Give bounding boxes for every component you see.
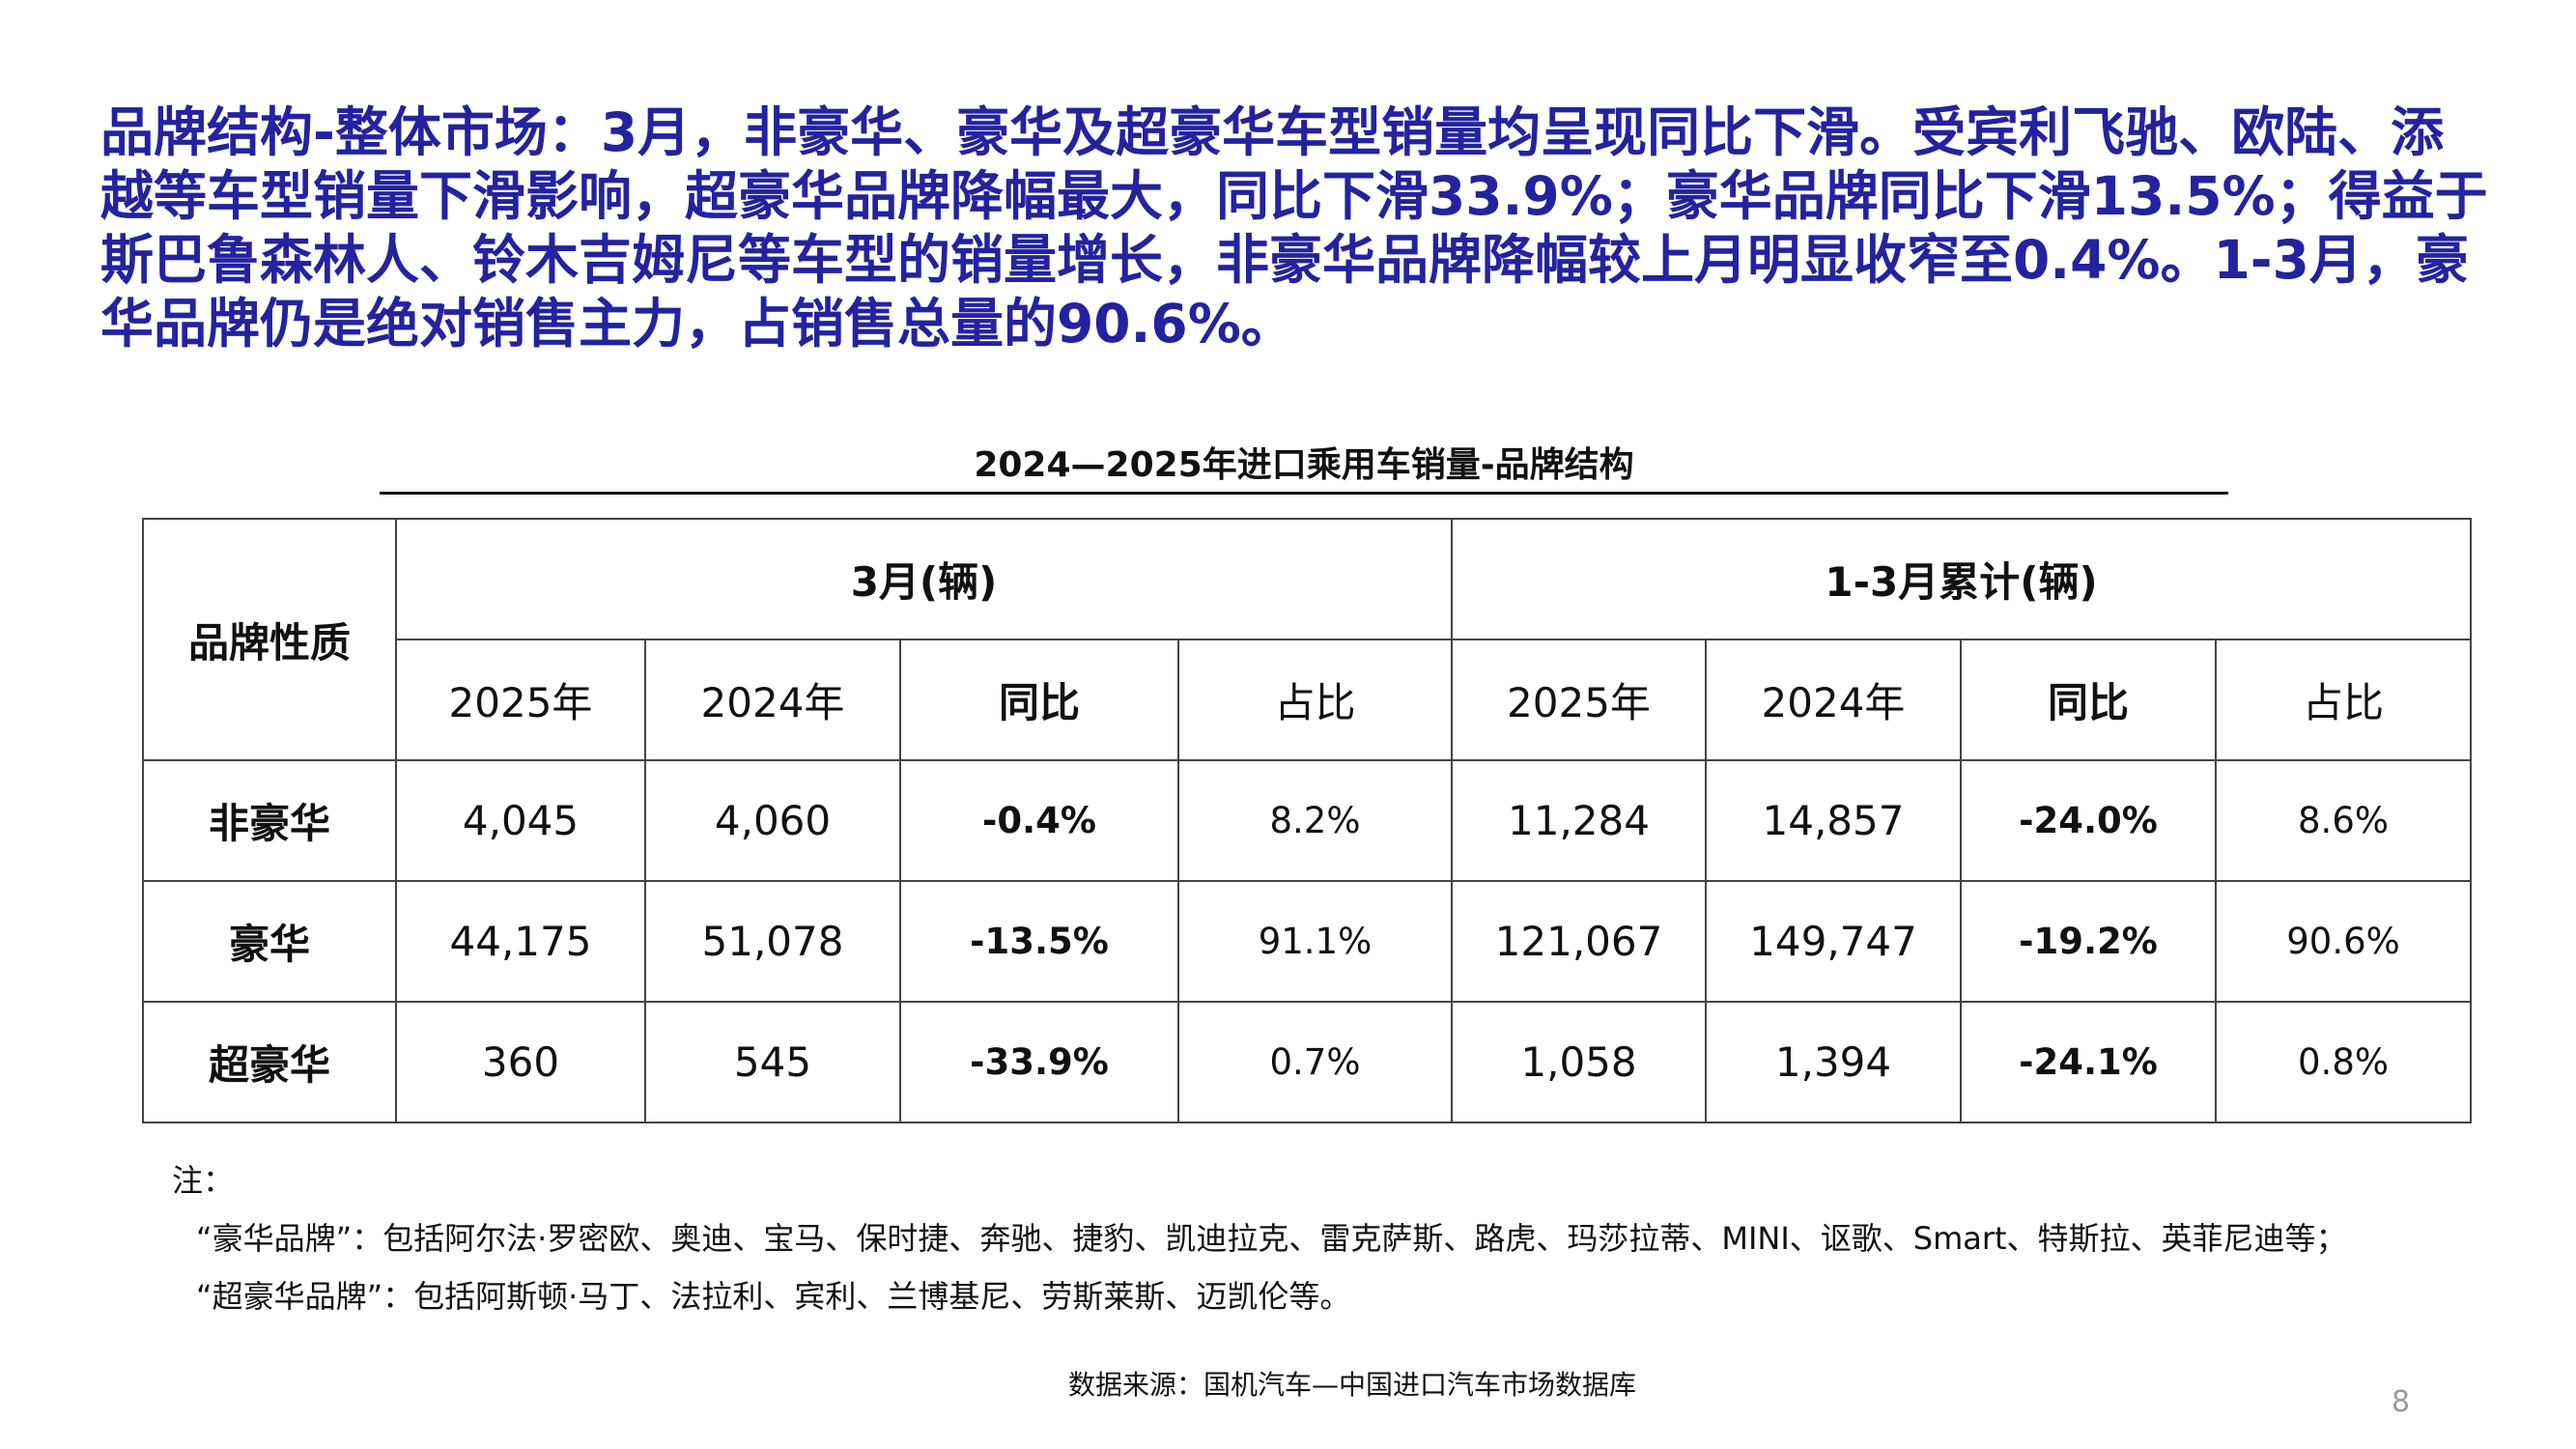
table-cell: -13.5% (899, 880, 1179, 1003)
table-cell: 0.7% (1177, 1001, 1453, 1123)
table-cell: 149,747 (1705, 880, 1962, 1003)
heading: 品牌结构-整体市场：3月，非豪华、豪华及超豪华车型销量均呈现同比下滑。受宾利飞驰… (100, 101, 2488, 355)
note-line: “豪华品牌”：包括阿尔法·罗密欧、奥迪、宝马、保时捷、奔驰、捷豹、凯迪拉克、雷克… (196, 1220, 2347, 1257)
source: 数据来源：国机汽车—中国进口汽车市场数据库 (1067, 1369, 1636, 1401)
notes-label: 注： (172, 1162, 235, 1199)
column-header: 2025年 (1451, 639, 1707, 761)
table-row: 2025年 2024年 同比 占比 2025年 2024年 同比 占比 (143, 639, 2473, 761)
column-header: 2024年 (644, 639, 901, 761)
table-cell: 44,175 (395, 880, 646, 1003)
title-rule (380, 492, 2228, 495)
row-header: 超豪华 (142, 1001, 397, 1123)
group-header: 1-3月累计(辆) (1450, 518, 2473, 640)
table-row: 豪华 44,175 51,078 -13.5% 91.1% 121,067 149,747-… (142, 880, 2473, 1003)
table-cell: -24.0% (1960, 759, 2217, 882)
table-cell: 0.8% (2214, 1001, 2473, 1123)
table-row: 品牌性质 3月(辆) 1-3月累计(辆) (142, 518, 2473, 761)
table-cell: 14,857 (1705, 759, 1962, 882)
table-cell: -19.2% (1960, 880, 2217, 1003)
table-cell: -33.9% (899, 1001, 1179, 1123)
notes: 注： “豪华品牌”：包括阿尔法·罗密欧、奥迪、宝马、保时捷、奔驰、捷豹、凯迪拉克… (172, 1151, 2347, 1325)
table-row: 非豪华 4,045 4,060 -0.4% 8.2% 11,284 14,857 -24.0%… (142, 759, 2473, 882)
table-cell: 1,058 (1451, 1001, 1707, 1123)
column-header: 同比 (1960, 639, 2217, 761)
row-header: 非豪华 (142, 759, 397, 882)
corner-header: 品牌性质 (142, 518, 397, 761)
column-header: 2025年 (395, 639, 646, 761)
table-title: 2024—2025年进口乘用车销量-品牌结构 (974, 445, 1634, 485)
table-row: 超豪华 360 545 -33.9% 0.7% 1,058 1,394 -24.1% 0.8% (142, 1001, 2473, 1123)
table-cell: 4,060 (644, 759, 901, 882)
table-cell: 545 (644, 1001, 901, 1123)
table-cell: 1,394 (1705, 1001, 1962, 1123)
page-number: 8 (2392, 1385, 2411, 1419)
note-line: “超豪华品牌”：包括阿斯顿·马丁、法拉利、宾利、兰博基尼、劳斯莱斯、迈凯伦等。 (196, 1278, 1351, 1315)
table-cell: -0.4% (899, 759, 1179, 882)
table-cell: 121,067 (1451, 880, 1707, 1003)
table-cell: 91.1% (1177, 880, 1453, 1003)
data-table: 品牌性质 3月(辆) 1-3月累计(辆) 2025年 2024年 同比 占比 2025年 202… (142, 518, 2473, 1123)
column-header: 占比 (1177, 639, 1453, 761)
table-cell: 90.6% (2214, 880, 2473, 1003)
column-header: 占比 (2214, 639, 2473, 761)
table-cell: 11,284 (1451, 759, 1707, 882)
table-cell: 8.6% (2214, 759, 2473, 882)
table-cell: 8.2% (1177, 759, 1453, 882)
row-header: 豪华 (142, 880, 397, 1003)
table-cell: 51,078 (644, 880, 901, 1003)
table-cell: 4,045 (395, 759, 646, 882)
group-header: 3月(辆) (395, 518, 1453, 640)
column-header: 同比 (899, 639, 1179, 761)
table-cell: -24.1% (1960, 1001, 2217, 1123)
column-header: 2024年 (1705, 639, 1962, 761)
table-cell: 360 (395, 1001, 646, 1123)
